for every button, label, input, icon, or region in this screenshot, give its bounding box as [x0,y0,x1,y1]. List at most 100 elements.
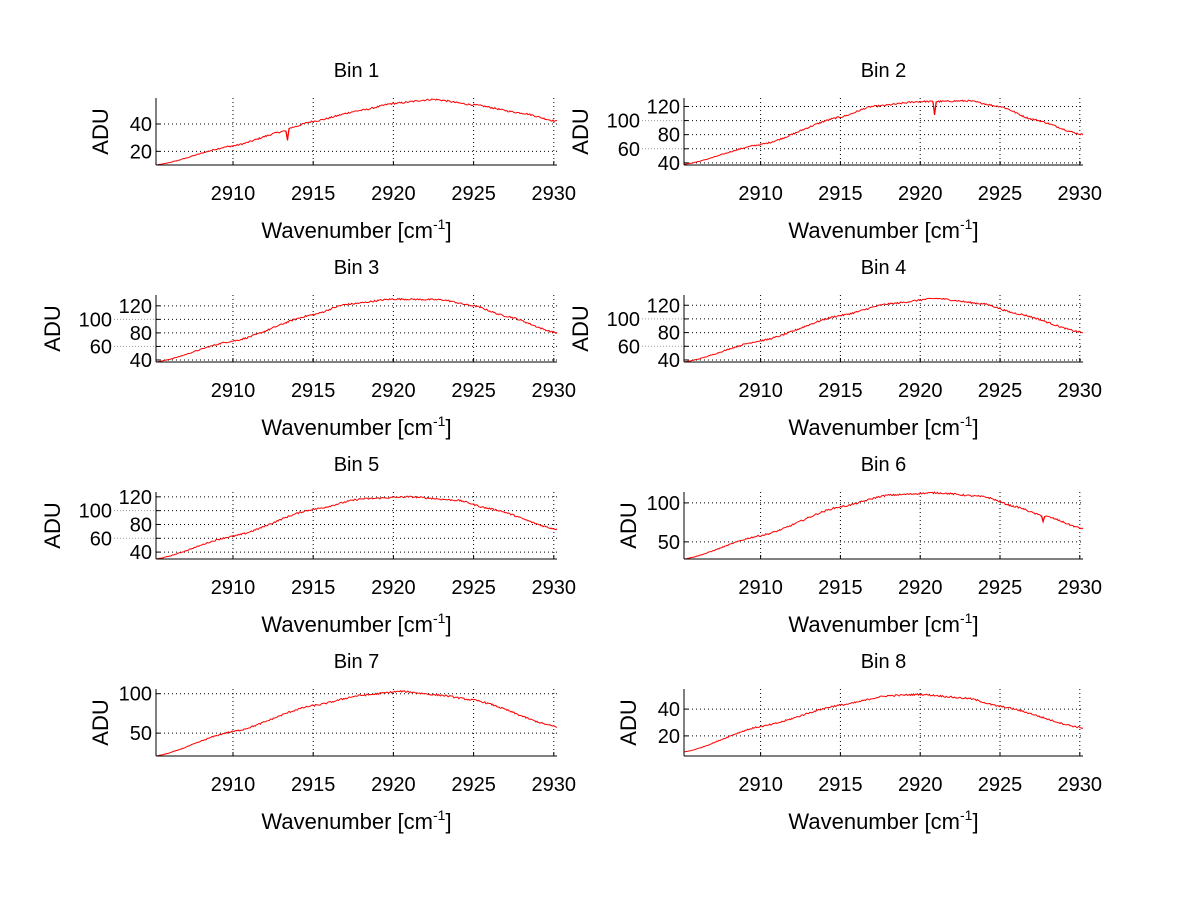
x-axis-label-exponent: -1 [433,807,446,823]
y-tick-label: 120 [119,296,152,318]
subplot-bin-2: 2910 2915 2920 2925 2930 40 60 80 100 120 Bin 2 Wav… [568,60,1102,243]
y-tick-label: 40 [658,153,680,175]
x-axis-label: Wavenumber [cm-1] [788,807,978,834]
x-tick-label: 2930 [1058,380,1103,402]
y-tick-label: 40 [658,350,680,372]
x-axis-label-close: ] [972,809,978,834]
y-axis-label: ADU [568,305,593,351]
subplot-bin-1: 2910 2915 2920 2925 2930 20 40 Bin 1 Wavenumber … [88,60,576,243]
x-axis-label-exponent: -1 [960,610,973,626]
subplot-bin-4: 2910 2915 2920 2925 2930 40 60 80 100 120 Bin 4 Wav… [568,257,1102,440]
x-axis-label-main: Wavenumber [cm [788,218,960,243]
x-tick-label: 2915 [291,380,336,402]
x-tick-label: 2910 [211,183,256,205]
spectrum-line [155,495,558,560]
x-axis-label-main: Wavenumber [cm [788,415,960,440]
x-axis-label-close: ] [445,218,451,243]
x-tick-label: 2920 [898,183,943,205]
x-axis-label-close: ] [972,415,978,440]
spectrum-line [155,297,558,363]
x-tick-label: 2925 [978,774,1023,796]
x-axis-label-main: Wavenumber [cm [261,612,433,637]
x-axis-label-main: Wavenumber [cm [261,415,433,440]
x-axis-label-exponent: -1 [960,216,973,232]
y-axis-label: ADU [40,502,65,548]
x-tick-label: 2915 [291,774,336,796]
x-tick-label: 2915 [818,577,863,599]
subplot-title: Bin 1 [334,60,380,82]
x-tick-label: 2915 [818,183,863,205]
subplot-bin-7: 2910 2915 2920 2925 2930 50 100 Bin 7 Wavenumber… [88,651,576,834]
x-tick-label: 2910 [211,774,256,796]
y-tick-label: 50 [130,723,152,745]
y-tick-label: 20 [130,141,152,163]
x-tick-label: 2920 [898,774,943,796]
y-tick-label: 40 [130,114,152,136]
x-tick-label: 2925 [451,774,496,796]
x-axis-label-close: ] [445,809,451,834]
x-axis-label-close: ] [445,415,451,440]
y-axis-label: ADU [616,502,641,548]
x-axis-label-close: ] [972,218,978,243]
y-tick-label: 80 [130,323,152,345]
x-axis-label: Wavenumber [cm-1] [788,413,978,440]
subplot-title: Bin 5 [334,454,380,476]
y-axis-label: ADU [88,108,113,154]
x-tick-label: 2925 [451,380,496,402]
x-axis-label-close: ] [972,612,978,637]
x-tick-label: 2915 [291,183,336,205]
x-axis-label-main: Wavenumber [cm [788,612,960,637]
y-axis-label: ADU [88,699,113,745]
x-tick-label: 2915 [818,380,863,402]
x-tick-label: 2925 [451,183,496,205]
x-tick-label: 2915 [291,577,336,599]
x-axis-label: Wavenumber [cm-1] [261,807,451,834]
x-tick-label: 2920 [898,380,943,402]
x-tick-label: 2920 [371,380,416,402]
y-tick-label: 60 [618,336,640,358]
y-tick-label: 40 [130,542,152,564]
spectrum-line [683,297,1083,363]
y-tick-label: 60 [90,528,112,550]
y-tick-label: 120 [647,295,680,317]
x-axis-label-main: Wavenumber [cm [261,218,433,243]
y-tick-label: 40 [658,699,680,721]
spectrum-line [683,491,1084,560]
y-tick-label: 100 [79,309,112,331]
subplot-title: Bin 8 [861,651,907,673]
y-tick-label: 80 [658,323,680,345]
x-tick-label: 2930 [1058,774,1103,796]
x-tick-label: 2925 [978,577,1023,599]
x-axis-label-main: Wavenumber [cm [261,809,433,834]
y-tick-label: 60 [618,139,640,161]
x-axis-label-main: Wavenumber [cm [788,809,960,834]
y-axis-label: ADU [616,699,641,745]
x-axis-label-close: ] [445,612,451,637]
x-tick-label: 2910 [738,774,783,796]
x-tick-label: 2930 [532,774,577,796]
subplot-title: Bin 6 [861,454,907,476]
x-tick-label: 2925 [451,577,496,599]
subplot-title: Bin 2 [861,60,907,82]
x-axis-label: Wavenumber [cm-1] [261,216,451,243]
x-tick-label: 2910 [738,380,783,402]
x-tick-label: 2930 [1058,183,1103,205]
x-axis-label-exponent: -1 [433,610,446,626]
x-tick-label: 2910 [211,380,256,402]
subplot-bin-8: 2910 2915 2920 2925 2930 20 40 Bin 8 Wavenumber … [616,651,1102,834]
x-axis-label-exponent: -1 [960,413,973,429]
y-tick-label: 100 [607,309,640,331]
x-tick-label: 2920 [371,577,416,599]
subplot-title: Bin 7 [334,651,380,673]
subplot-title: Bin 3 [334,257,380,279]
x-axis-label: Wavenumber [cm-1] [261,610,451,637]
y-tick-label: 60 [90,336,112,358]
spectrum-line [683,99,1084,165]
x-tick-label: 2910 [738,577,783,599]
y-tick-label: 20 [658,726,680,748]
x-tick-label: 2915 [818,774,863,796]
subplot-bin-3: 2910 2915 2920 2925 2930 40 60 80 100 120 Bin 3 Wav… [40,257,576,440]
x-tick-label: 2920 [371,183,416,205]
x-tick-label: 2930 [532,183,577,205]
absorption-dip [285,128,290,141]
